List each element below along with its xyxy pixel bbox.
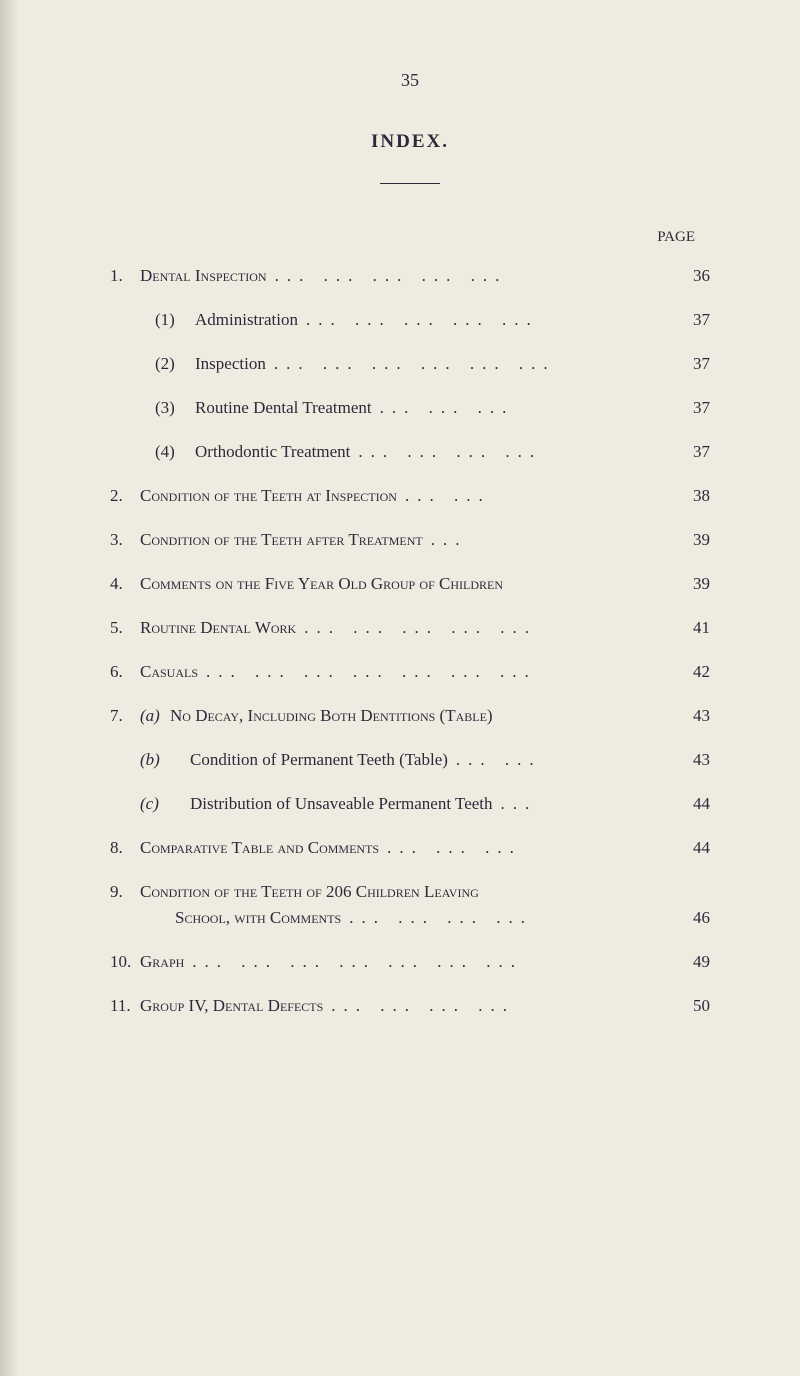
entry-text: Graph	[140, 952, 184, 972]
entry-number: 5.	[110, 618, 140, 638]
index-entry: (b) Condition of Permanent Teeth (Table)…	[110, 750, 710, 770]
entry-dots: ...	[423, 530, 675, 550]
entry-text: School, with Comments	[175, 908, 341, 928]
page-column-header: PAGE	[110, 229, 710, 246]
entry-page: 42	[675, 662, 710, 682]
entry-page: 43	[675, 706, 710, 726]
entry-text: Distribution of Unsaveable Permanent Tee…	[190, 794, 493, 814]
spine-shadow	[0, 0, 20, 1376]
entry-dots: ... ... ... ... ...	[296, 618, 675, 638]
index-title: INDEX.	[110, 131, 710, 153]
entry-text: Group IV, Dental Defects	[140, 996, 323, 1016]
entry-page: 43	[675, 750, 710, 770]
entry-text: Casuals	[140, 662, 198, 682]
index-entry: 3. Condition of the Teeth after Treatmen…	[110, 530, 710, 550]
entry-text: Administration	[195, 310, 298, 330]
entry-sub-label: (a)	[140, 706, 170, 726]
entry-text: Comments on the Five Year Old Group of C…	[140, 574, 503, 594]
entry-page: 37	[675, 310, 710, 330]
entry-number: 9.	[110, 882, 140, 902]
entry-page: 37	[675, 398, 710, 418]
page-number: 35	[110, 70, 710, 91]
entry-number: 11.	[110, 996, 140, 1016]
entry-page: 39	[675, 574, 710, 594]
entry-dots: ... ... ...	[379, 838, 675, 858]
entry-number: 3.	[110, 530, 140, 550]
entry-page: 37	[675, 354, 710, 374]
entry-text: Comparative Table and Comments	[140, 838, 379, 858]
entry-dots: ... ...	[397, 486, 675, 506]
index-entry-continuation: School, with Comments ... ... ... ... 46	[110, 908, 710, 928]
index-entry: 9. Condition of the Teeth of 206 Childre…	[110, 882, 710, 902]
entry-text: Inspection	[195, 354, 266, 374]
index-entry: 1. Dental Inspection ... ... ... ... ...…	[110, 266, 710, 286]
index-entry: (c) Distribution of Unsaveable Permanent…	[110, 794, 710, 814]
entry-text: Routine Dental Work	[140, 618, 296, 638]
entry-text: Condition of Permanent Teeth (Table)	[190, 750, 448, 770]
entry-number: (4)	[155, 442, 195, 462]
index-entry: 11. Group IV, Dental Defects ... ... ...…	[110, 996, 710, 1016]
entry-dots: ... ... ...	[372, 398, 675, 418]
entry-number: (2)	[155, 354, 195, 374]
index-entry: 6. Casuals ... ... ... ... ... ... ... 4…	[110, 662, 710, 682]
entry-text: Condition of the Teeth of 206 Children L…	[140, 882, 479, 902]
entry-dots: ... ... ... ...	[323, 996, 675, 1016]
entry-number: 6.	[110, 662, 140, 682]
entry-number: 7.	[110, 706, 140, 726]
index-entry: 4. Comments on the Five Year Old Group o…	[110, 574, 710, 594]
entry-text: Routine Dental Treatment	[195, 398, 372, 418]
entry-dots: ... ... ... ... ...	[267, 266, 675, 286]
entry-dots: ... ...	[448, 750, 675, 770]
entry-dots: ... ... ... ... ... ...	[266, 354, 675, 374]
entry-page: 49	[675, 952, 710, 972]
entry-number: 2.	[110, 486, 140, 506]
entry-number: 10.	[110, 952, 140, 972]
entry-page: 50	[675, 996, 710, 1016]
entry-dots: ...	[493, 794, 675, 814]
index-entry: 7. (a) No Decay, Including Both Dentitio…	[110, 706, 710, 726]
entry-number: (1)	[155, 310, 195, 330]
entry-number: 4.	[110, 574, 140, 594]
entry-text: No Decay, Including Both Dentitions (Tab…	[170, 706, 493, 726]
entry-page: 36	[675, 266, 710, 286]
entry-dots: ... ... ... ...	[341, 908, 675, 928]
entry-sub-label: (c)	[140, 794, 170, 814]
entry-page: 41	[675, 618, 710, 638]
entry-text: Dental Inspection	[140, 266, 267, 286]
entry-number: 8.	[110, 838, 140, 858]
entry-page: 44	[675, 838, 710, 858]
index-sub-entry: (2) Inspection ... ... ... ... ... ... 3…	[110, 354, 710, 374]
entry-text: Orthodontic Treatment	[195, 442, 350, 462]
index-entry: 2. Condition of the Teeth at Inspection …	[110, 486, 710, 506]
entry-dots: ... ... ... ...	[350, 442, 675, 462]
entry-sub-label: (b)	[140, 750, 170, 770]
entry-page: 44	[675, 794, 710, 814]
index-entry: 10. Graph ... ... ... ... ... ... ... 49	[110, 952, 710, 972]
entry-page: 46	[675, 908, 710, 928]
divider	[380, 183, 440, 184]
entry-dots: ... ... ... ... ... ... ...	[198, 662, 675, 682]
entry-text: Condition of the Teeth after Treatment	[140, 530, 423, 550]
entry-dots: ... ... ... ... ...	[298, 310, 675, 330]
index-sub-entry: (1) Administration ... ... ... ... ... 3…	[110, 310, 710, 330]
entry-number: 1.	[110, 266, 140, 286]
entry-page: 37	[675, 442, 710, 462]
index-entry: 5. Routine Dental Work ... ... ... ... .…	[110, 618, 710, 638]
index-entry: 8. Comparative Table and Comments ... ..…	[110, 838, 710, 858]
entry-number: (3)	[155, 398, 195, 418]
entry-page: 38	[675, 486, 710, 506]
index-sub-entry: (4) Orthodontic Treatment ... ... ... ..…	[110, 442, 710, 462]
entry-page: 39	[675, 530, 710, 550]
entry-text: Condition of the Teeth at Inspection	[140, 486, 397, 506]
index-sub-entry: (3) Routine Dental Treatment ... ... ...…	[110, 398, 710, 418]
entry-dots: ... ... ... ... ... ... ...	[184, 952, 675, 972]
